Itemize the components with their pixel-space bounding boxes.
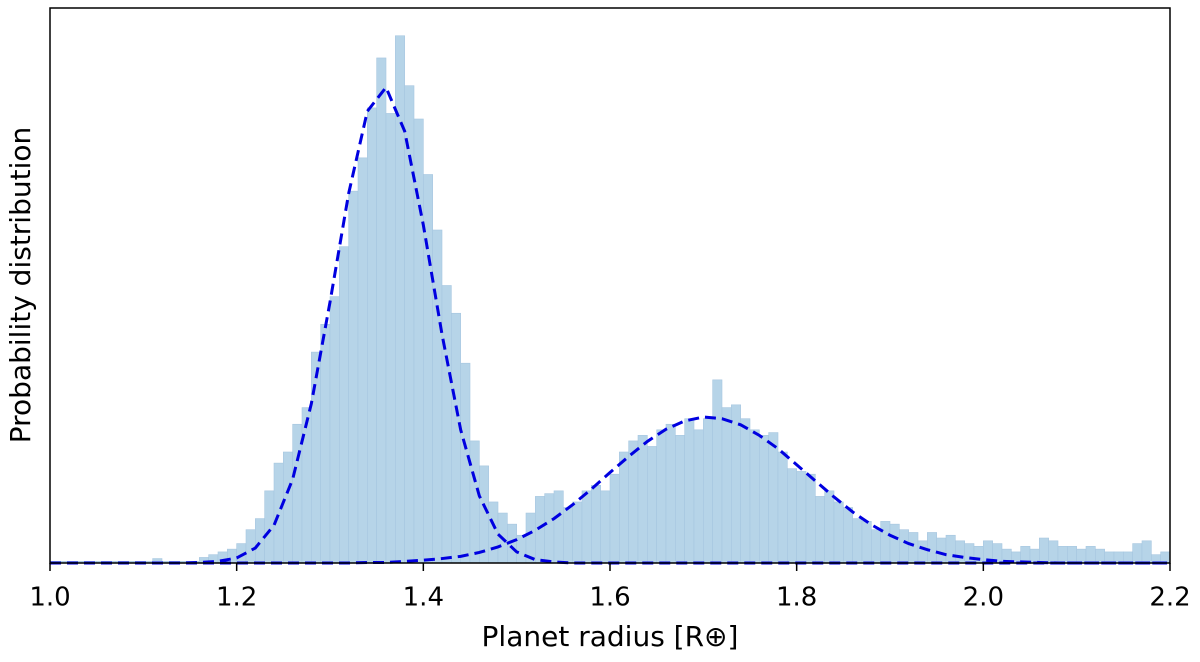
bar xyxy=(647,446,657,564)
bar xyxy=(880,521,891,564)
bar xyxy=(908,532,919,564)
bar xyxy=(1095,548,1105,564)
bar xyxy=(637,435,648,564)
bar xyxy=(693,429,704,564)
bar xyxy=(665,423,676,564)
bar xyxy=(423,174,433,564)
bar xyxy=(805,473,816,564)
bar xyxy=(777,451,788,564)
x-tick-label: 2.0 xyxy=(963,583,1004,613)
bar xyxy=(740,418,751,564)
bar xyxy=(1085,546,1096,564)
bar xyxy=(357,157,368,564)
bar xyxy=(703,418,713,564)
bar xyxy=(917,540,928,564)
bar xyxy=(768,432,779,564)
bar xyxy=(544,493,555,564)
bar xyxy=(535,496,545,564)
bar xyxy=(1076,548,1087,564)
bar xyxy=(852,518,863,564)
bar xyxy=(339,246,349,564)
bar xyxy=(824,490,835,564)
bar xyxy=(348,190,359,564)
histogram xyxy=(49,35,1171,564)
bar xyxy=(628,440,639,564)
bar xyxy=(591,484,601,564)
bar xyxy=(1057,546,1068,564)
x-tick-label: 1.0 xyxy=(29,583,70,613)
bar xyxy=(955,540,965,564)
bar xyxy=(731,404,741,564)
bar xyxy=(311,351,321,564)
bar xyxy=(861,521,872,564)
bar xyxy=(787,468,797,564)
bar xyxy=(516,534,527,564)
bar xyxy=(488,501,499,564)
bar xyxy=(712,379,723,564)
bar xyxy=(871,529,881,564)
bar xyxy=(572,501,583,564)
bar xyxy=(1039,537,1049,564)
bar xyxy=(815,496,825,564)
bar xyxy=(759,435,769,564)
bar xyxy=(899,529,909,564)
bar xyxy=(553,490,564,564)
bar xyxy=(945,534,956,564)
bar xyxy=(581,490,592,564)
bar xyxy=(273,462,284,564)
bar xyxy=(1123,551,1133,564)
bar xyxy=(385,113,396,564)
bar xyxy=(656,429,667,564)
bar xyxy=(1160,551,1171,564)
bar xyxy=(1132,543,1143,564)
bar xyxy=(1141,540,1152,564)
bar xyxy=(255,518,265,564)
fit-curve xyxy=(50,415,1170,565)
bar xyxy=(721,407,732,564)
bar xyxy=(301,407,312,564)
bar xyxy=(833,501,844,564)
bar xyxy=(329,296,340,564)
bar xyxy=(609,473,620,564)
bar xyxy=(684,418,695,564)
bar xyxy=(1113,551,1124,564)
bar xyxy=(469,440,480,564)
bar xyxy=(441,285,452,564)
bar xyxy=(619,451,629,564)
bar xyxy=(320,324,331,564)
bar xyxy=(264,490,275,564)
x-tick-label: 1.4 xyxy=(403,583,444,613)
bar xyxy=(600,490,611,564)
x-axis-label: Planet radius [R⊕] xyxy=(482,620,739,653)
bar xyxy=(796,471,807,564)
bar xyxy=(675,435,685,564)
x-tick-label: 2.2 xyxy=(1149,583,1190,613)
bar xyxy=(1067,546,1077,564)
bar xyxy=(283,451,293,564)
y-axis-label: Probability distribution xyxy=(4,127,37,443)
bar xyxy=(1104,551,1115,564)
x-tick-label: 1.8 xyxy=(776,583,817,613)
bar xyxy=(749,429,760,564)
bar xyxy=(413,118,424,564)
bar xyxy=(367,107,377,564)
bar xyxy=(1048,540,1059,564)
bar xyxy=(245,529,256,564)
bar xyxy=(376,57,387,564)
bar xyxy=(292,423,303,564)
bar xyxy=(479,465,489,564)
bar xyxy=(451,312,461,564)
bar xyxy=(843,507,853,564)
bar xyxy=(927,532,937,564)
bar xyxy=(964,543,975,564)
x-tick-label: 1.2 xyxy=(216,583,257,613)
bar xyxy=(889,523,900,564)
bar xyxy=(936,537,947,564)
bar xyxy=(563,507,573,564)
x-tick-label: 1.6 xyxy=(589,583,630,613)
